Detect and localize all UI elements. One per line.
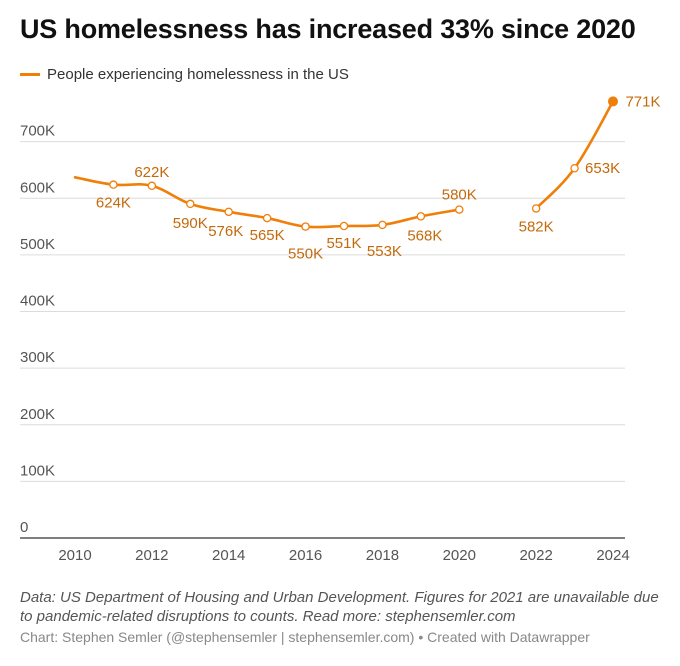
y-tick-label: 500K (20, 236, 55, 253)
y-tick-label: 400K (20, 293, 55, 310)
data-label: 568K (407, 227, 442, 244)
line-chart: 0 100K 200K 300K 400K 500K 600K 700K 2010 2012 201… (20, 93, 661, 564)
source-note: Data: US Department of Housing and Urban… (20, 589, 659, 625)
x-tick-label: 2024 (596, 547, 629, 564)
x-tick-label: 2010 (58, 547, 91, 564)
data-label: 565K (250, 227, 285, 244)
data-label: 550K (288, 246, 323, 263)
data-point (224, 207, 233, 217)
data-label: 771K (625, 93, 660, 110)
legend: People experiencing homelessness in the … (20, 66, 349, 83)
data-label: 582K (519, 218, 554, 235)
data-label: 553K (367, 243, 402, 260)
chart-title: US homelessness has increased 33% since … (20, 14, 636, 44)
x-tick-label: 2018 (366, 547, 399, 564)
data-label: 551K (326, 235, 361, 252)
series-line (534, 100, 615, 210)
data-point-endpoint (608, 96, 618, 107)
data-point (301, 222, 310, 231)
y-tick-label: 200K (20, 406, 55, 423)
x-tick-label: 2014 (212, 547, 245, 564)
data-point (416, 212, 426, 221)
y-tick-label: 100K (20, 462, 55, 479)
legend-swatch (20, 73, 40, 76)
data-label: 580K (442, 187, 477, 204)
data-point (339, 221, 349, 231)
chart-credit: Chart: Stephen Semler (@stephensemler | … (20, 629, 590, 645)
data-label: 624K (96, 195, 131, 212)
data-point (570, 163, 579, 173)
y-tick-label: 700K (20, 123, 55, 140)
x-tick-label: 2020 (443, 547, 476, 564)
data-label: 653K (585, 160, 620, 177)
x-tick-label: 2016 (289, 547, 322, 564)
data-point (455, 205, 464, 214)
y-tick-label: 300K (20, 349, 55, 366)
data-label: 622K (134, 164, 169, 181)
data-point (378, 220, 387, 230)
data-point (262, 213, 272, 223)
data-point (186, 199, 195, 209)
legend-label: People experiencing homelessness in the … (47, 66, 349, 83)
data-point (147, 181, 157, 191)
data-point (531, 204, 541, 213)
y-tick-label: 0 (20, 519, 28, 536)
x-tick-label: 2022 (519, 547, 552, 564)
data-label: 590K (173, 215, 208, 232)
y-tick-label: 600K (20, 179, 55, 196)
x-tick-label: 2012 (135, 547, 168, 564)
data-point (109, 180, 118, 189)
data-label: 576K (208, 223, 243, 240)
